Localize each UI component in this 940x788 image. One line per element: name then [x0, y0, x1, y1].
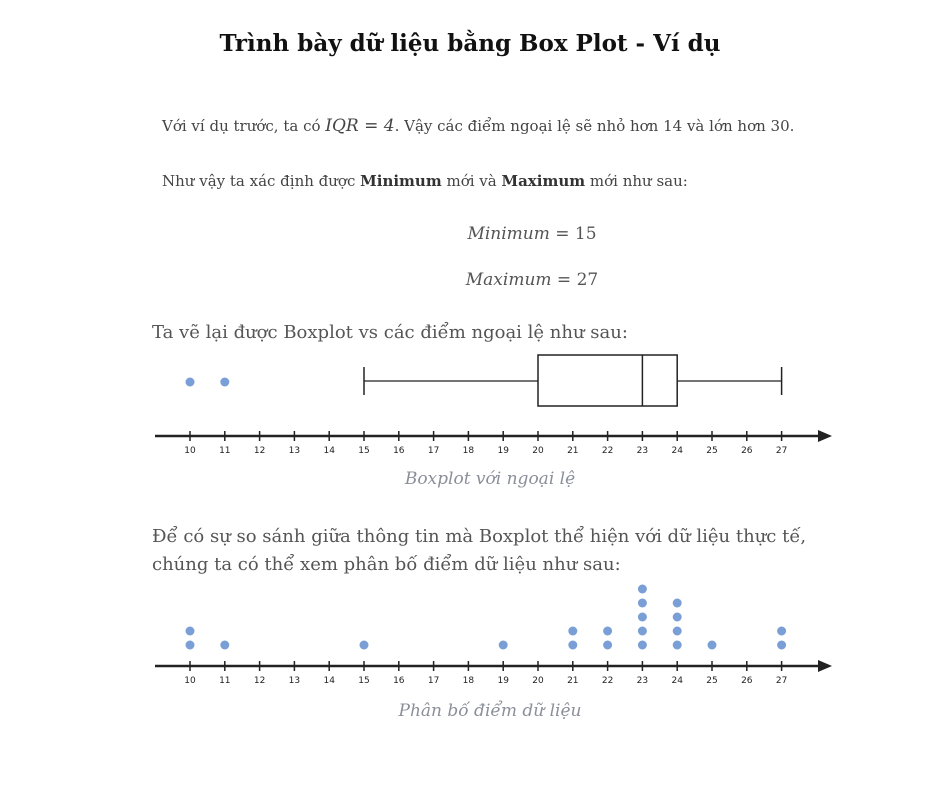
maximum-var: Maximum	[465, 270, 552, 290]
dotplot-caption: Phân bố điểm dữ liệu	[398, 701, 582, 721]
dotplot-tick-label-16: 16	[393, 676, 405, 686]
page-title: Trình bày dữ liệu bằng Box Plot - Ví dụ	[219, 30, 721, 57]
dotplot-dot-27-2	[777, 626, 787, 636]
boxplot-tick-label-24: 24	[671, 446, 683, 456]
dotplot-tick-label-25: 25	[706, 676, 717, 686]
boxplot-tick-label-21: 21	[567, 446, 578, 456]
dotplot-dot-21-2	[568, 626, 578, 636]
determine-prefix: Như vậy ta xác định được	[162, 172, 361, 190]
dotplot-dot-15-1	[359, 640, 369, 650]
boxplot-tick-label-22: 22	[602, 446, 613, 456]
dotplot-tick-label-15: 15	[358, 676, 369, 686]
maximum-equation: Maximum = 27	[0, 270, 940, 290]
dotplot-tick-label-24: 24	[671, 676, 683, 686]
dotplot-dot-23-1	[637, 640, 647, 650]
boxplot-tick-label-23: 23	[637, 446, 648, 456]
dotplot-dot-27-1	[777, 640, 787, 650]
dotplot-tick-label-10: 10	[184, 676, 196, 686]
compare-heading-line2: chúng ta có thể xem phân bố điểm dữ liệu…	[152, 554, 621, 575]
intro-suffix: . Vậy các điểm ngoại lệ sẽ nhỏ hơn 14 và…	[394, 117, 795, 135]
boxplot-tick-label-20: 20	[532, 446, 544, 456]
dotplot-tick-label-11: 11	[219, 676, 230, 686]
determine-paragraph: Như vậy ta xác định được Minimum mới và …	[162, 172, 688, 190]
dotplot-tick-label-17: 17	[428, 676, 439, 686]
dotplot-dot-23-2	[637, 626, 647, 636]
boxplot-outlier-10	[185, 377, 195, 387]
dotplot-dot-24-2	[672, 626, 682, 636]
dotplot-tick-label-26: 26	[741, 676, 753, 686]
minimum-equation: Minimum = 15	[0, 224, 940, 244]
compare-heading-line1: Để có sự so sánh giữa thông tin mà Boxpl…	[152, 526, 807, 547]
dotplot-tick-label-22: 22	[602, 676, 613, 686]
dotplot-tick-label-19: 19	[497, 676, 509, 686]
dotplot-dot-23-3	[637, 612, 647, 622]
dotplot-dot-11-1	[220, 640, 230, 650]
boxplot-chart: 10 11 12 13 14 15 16 17 18 19 20 21 22 23 24 25 26 27	[155, 354, 832, 456]
dotplot-axis-arrow	[818, 660, 832, 672]
boxplot-outlier-11	[220, 377, 230, 387]
maximum-rhs: = 27	[551, 270, 599, 290]
boxplot-axis-arrow	[818, 430, 832, 442]
minimum-word: Minimum	[360, 172, 442, 190]
dotplot-tick-label-27: 27	[776, 676, 787, 686]
dotplot-tick-label-12: 12	[254, 676, 265, 686]
boxplot-tick-label-11: 11	[219, 446, 230, 456]
boxplot-tick-label-12: 12	[254, 446, 265, 456]
dotplot-tick-label-21: 21	[567, 676, 578, 686]
dotplot-tick-label-23: 23	[637, 676, 648, 686]
dotplot-chart: 10 11 12 13 14 15 16 17 18 19 20 21 22 23 24 25 26 27	[155, 584, 832, 686]
minimum-var: Minimum	[467, 224, 550, 244]
dotplot-tick-label-14: 14	[323, 676, 335, 686]
dotplot-dot-19-1	[498, 640, 508, 650]
dotplot-dot-25-1	[707, 640, 717, 650]
iqr-expression: IQR = 4	[325, 116, 395, 136]
determine-mid: mới và	[441, 172, 502, 190]
intro-prefix: Với ví dụ trước, ta có	[162, 117, 326, 135]
dotplot-dot-22-2	[603, 626, 613, 636]
boxplot-tick-label-13: 13	[289, 446, 300, 456]
dotplot-dot-21-1	[568, 640, 578, 650]
boxplot-box	[537, 354, 678, 407]
boxplot-tick-label-27: 27	[776, 446, 787, 456]
boxplot-tick-label-26: 26	[741, 446, 753, 456]
intro-paragraph: Với ví dụ trước, ta có IQR = 4. Vậy các …	[162, 116, 794, 136]
dotplot-dot-22-1	[603, 640, 613, 650]
boxplot-tick-label-25: 25	[706, 446, 717, 456]
determine-suffix: mới như sau:	[585, 172, 688, 190]
dotplot-dot-24-3	[672, 612, 682, 622]
boxplot-tick-label-17: 17	[428, 446, 439, 456]
dotplot-dot-23-4	[637, 598, 647, 608]
boxplot-caption: Boxplot với ngoại lệ	[404, 469, 576, 489]
dotplot-tick-label-20: 20	[532, 676, 544, 686]
boxplot-tick-label-14: 14	[323, 446, 335, 456]
dotplot-dot-24-4	[672, 598, 682, 608]
dotplot-tick-label-13: 13	[289, 676, 300, 686]
maximum-word: Maximum	[501, 172, 586, 190]
dotplot-tick-label-18: 18	[463, 676, 475, 686]
dotplot-dot-24-1	[672, 640, 682, 650]
minimum-rhs: = 15	[549, 224, 597, 244]
boxplot-tick-label-18: 18	[463, 446, 475, 456]
dotplot-dot-10-2	[185, 626, 195, 636]
dotplot-dot-10-1	[185, 640, 195, 650]
boxplot-tick-label-16: 16	[393, 446, 405, 456]
boxplot-heading: Ta vẽ lại được Boxplot vs các điểm ngoại…	[152, 322, 628, 343]
boxplot-tick-label-15: 15	[358, 446, 369, 456]
boxplot-tick-label-10: 10	[184, 446, 196, 456]
boxplot-tick-label-19: 19	[497, 446, 509, 456]
dotplot-dot-23-5	[637, 584, 647, 594]
